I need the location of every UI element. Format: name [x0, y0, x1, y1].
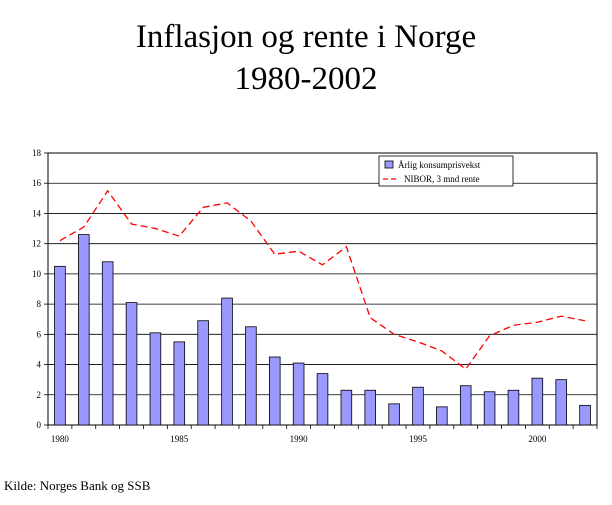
bar-1986	[197, 320, 209, 426]
bar-1988	[245, 326, 257, 426]
chart-title-line-1: Inflasjon og rente i Norge	[135, 19, 477, 55]
bar-1998	[483, 391, 496, 426]
chart-title-line-2: 1980-2002	[234, 61, 378, 97]
bar-1995	[412, 386, 424, 426]
bar-1985	[173, 341, 186, 426]
bar-1980	[54, 265, 66, 426]
x-tick-label-1990: 1990	[290, 434, 309, 444]
legend-label-nibor: NIBOR, 3 mnd rente	[404, 174, 480, 184]
bar-2002	[579, 404, 591, 426]
legend-label-konsumprisvekst: Årlig konsumprisvekst	[398, 160, 481, 170]
y-tick-label-14: 14	[32, 208, 42, 218]
bar-1994	[388, 403, 400, 426]
x-tick-label-1985: 1985	[170, 434, 189, 444]
legend-swatch-bar	[384, 160, 394, 169]
bar-1993	[364, 389, 377, 426]
y-tick-label-2: 2	[37, 390, 42, 400]
y-tick-label-0: 0	[37, 420, 42, 430]
bar-1982	[101, 261, 114, 426]
bar-1989	[268, 356, 281, 426]
plot-area: 0 2 4 6 8 10 12 14 16 18 1980 1985 1990 1995 2000 Årlig…	[32, 148, 598, 444]
x-tick-label-1980: 1980	[51, 434, 70, 444]
legend-box	[378, 155, 514, 187]
bar-1990	[292, 362, 305, 426]
bar-2000	[531, 377, 544, 426]
bar-1996	[436, 406, 448, 426]
y-tick-label-6: 6	[37, 329, 42, 339]
y-tick-label-8: 8	[37, 299, 42, 309]
bar-1983	[125, 302, 138, 426]
x-tick-label-1995: 1995	[409, 434, 428, 444]
bar-1987	[221, 297, 233, 426]
x-tick-label-2000: 2000	[528, 434, 547, 444]
y-tick-label-10: 10	[32, 269, 42, 279]
bar-1991	[316, 373, 329, 426]
bar-1999	[507, 389, 520, 426]
series-line-nibor	[59, 189, 586, 371]
bar-1992	[340, 389, 353, 426]
bar-1981	[78, 234, 90, 426]
source-note: Kilde: Norges Bank og SSB	[4, 478, 151, 493]
bar-1984	[149, 332, 162, 426]
y-tick-label-12: 12	[32, 239, 41, 249]
y-tick-label-4: 4	[37, 360, 42, 370]
y-tick-label-16: 16	[32, 178, 42, 188]
bar-1997	[459, 385, 472, 426]
y-tick-label-18: 18	[32, 148, 42, 158]
bar-2001	[555, 379, 567, 426]
